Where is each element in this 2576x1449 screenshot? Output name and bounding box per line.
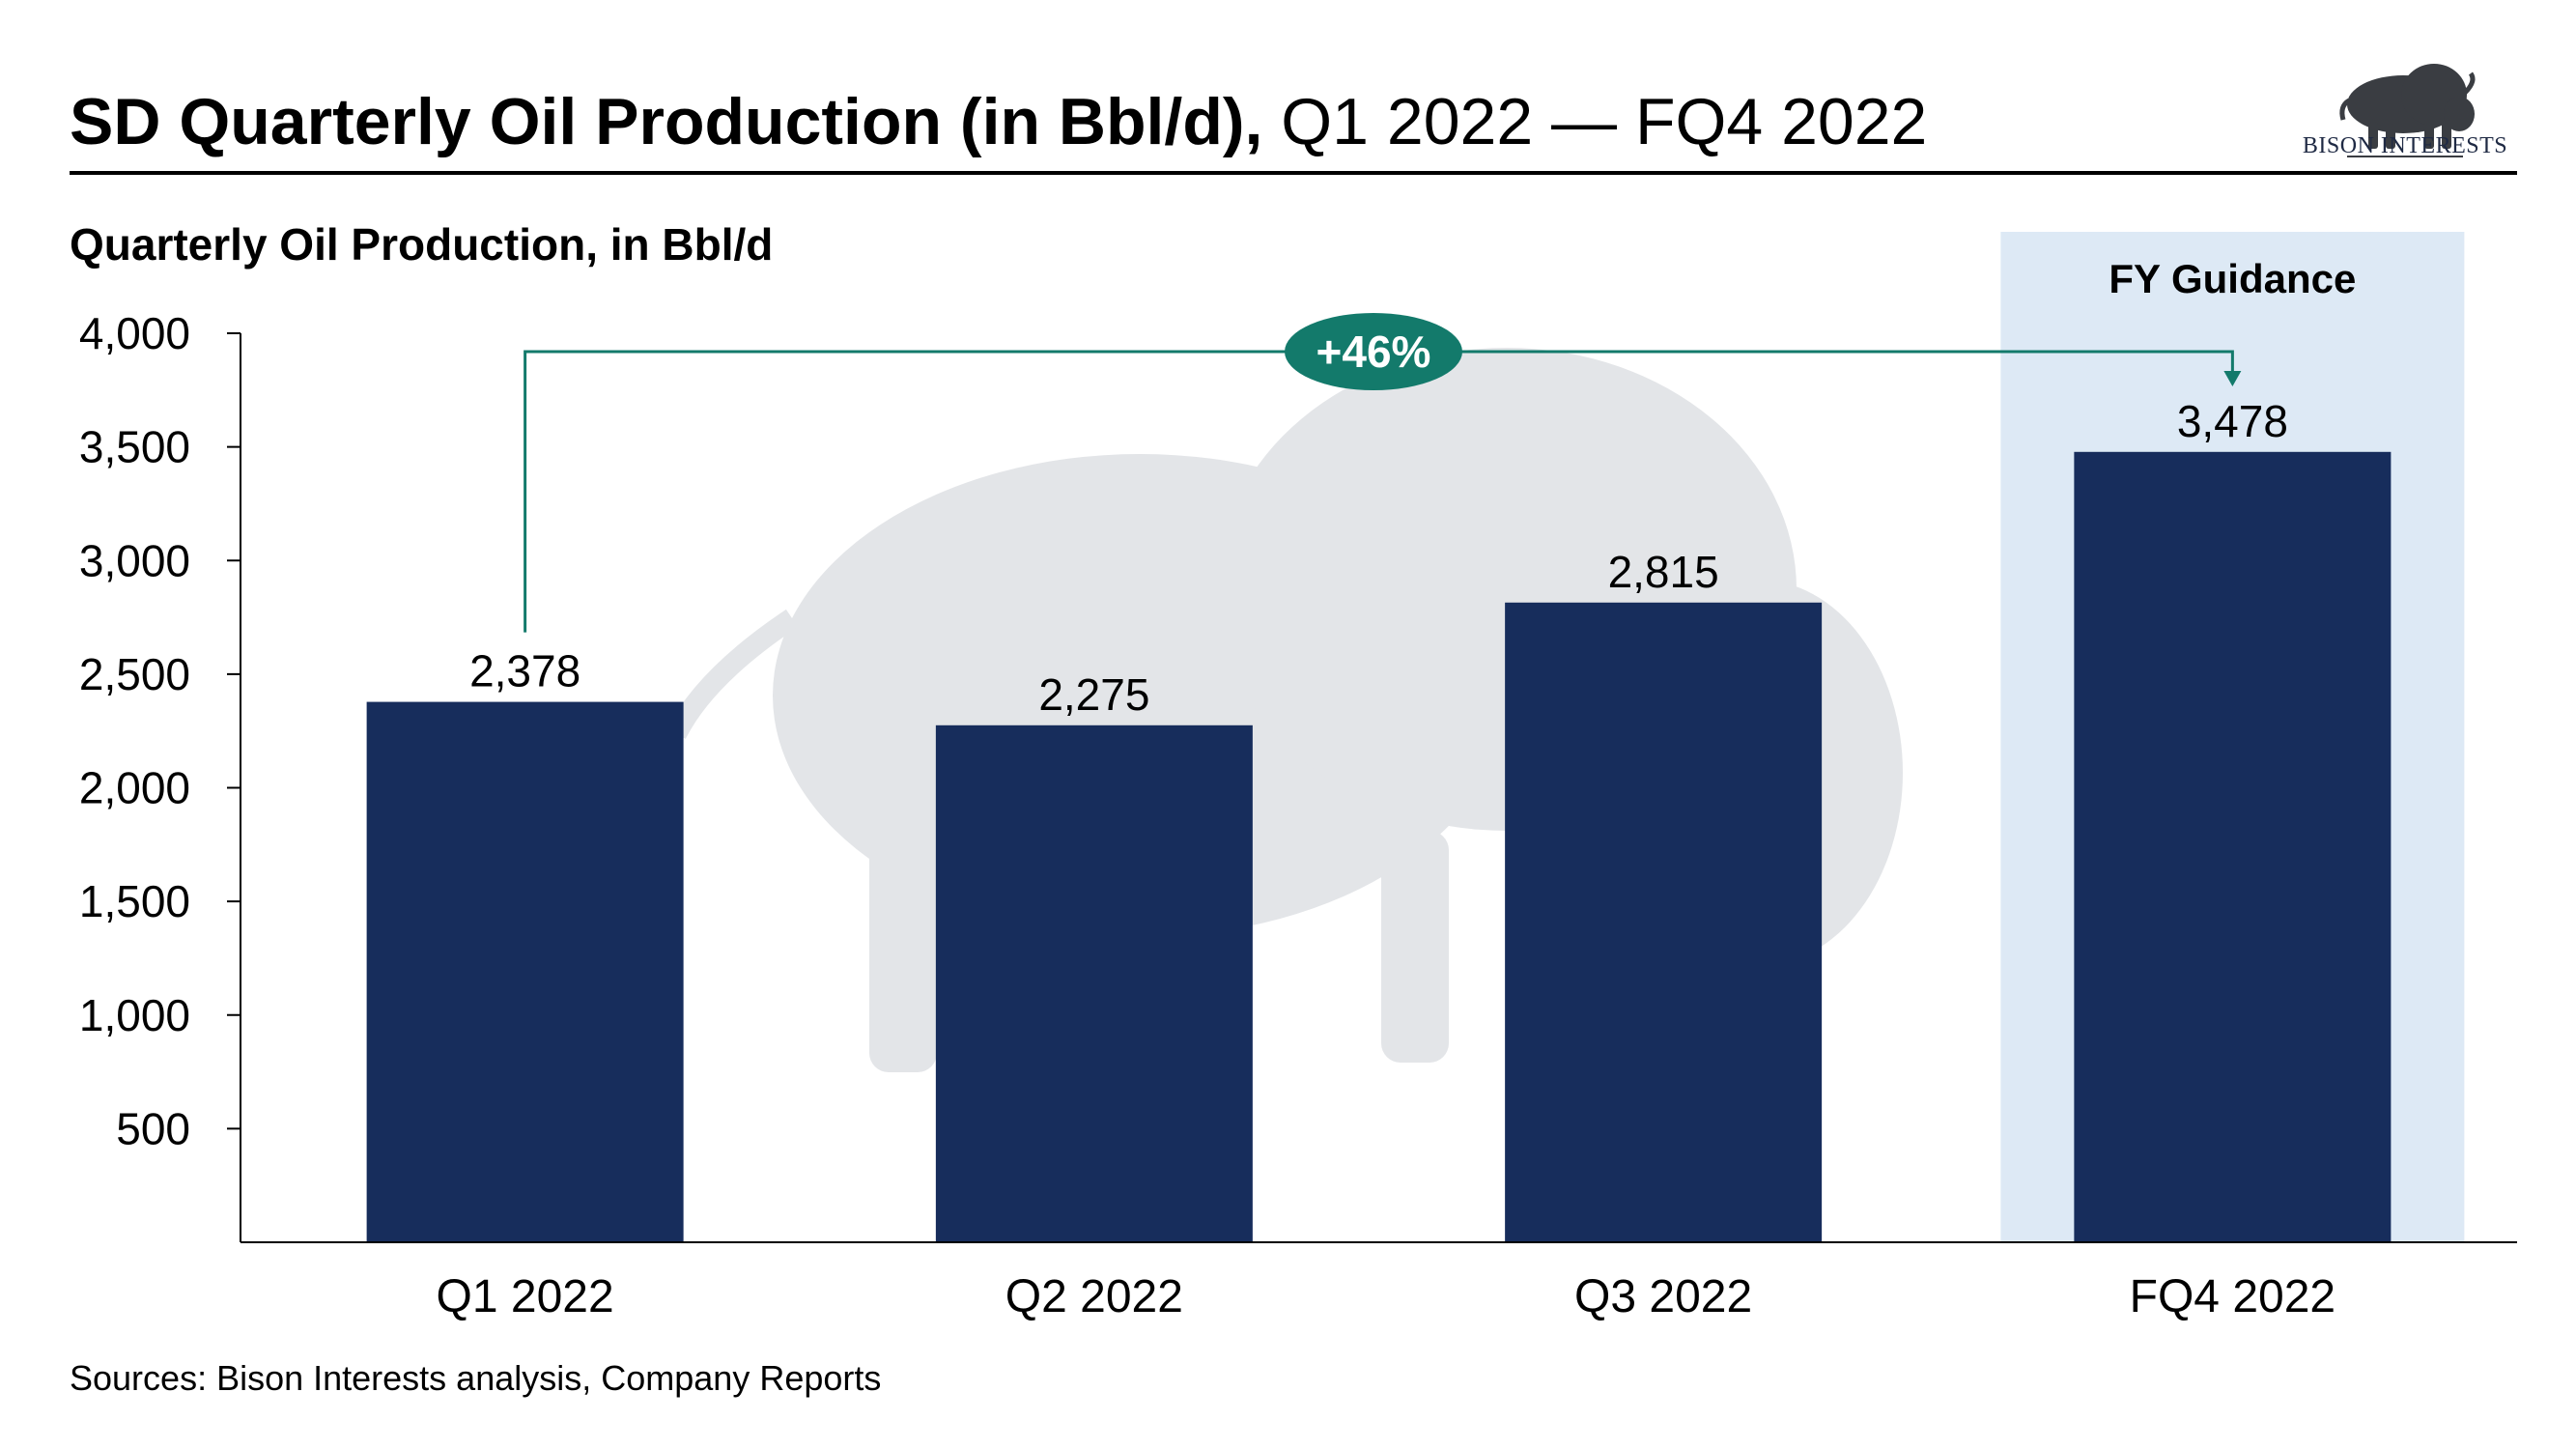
sources-note: Sources: Bison Interests analysis, Compa… xyxy=(70,1358,882,1398)
title-divider xyxy=(70,171,2517,175)
growth-badge-label: +46% xyxy=(1316,327,1431,377)
logo-text: BISON INTERESTS xyxy=(2302,133,2508,158)
data-label: 3,478 xyxy=(2177,396,2288,446)
y-tick-label: 500 xyxy=(116,1103,190,1153)
y-tick-label: 4,000 xyxy=(79,308,190,358)
page-title-bold: SD Quarterly Oil Production (in Bbl/d), xyxy=(70,85,1263,158)
x-tick-label: Q2 2022 xyxy=(1005,1271,1183,1322)
chart-title: Quarterly Oil Production, in Bbl/d xyxy=(70,219,774,270)
bar-fq4-2022 xyxy=(2074,451,2392,1242)
y-tick-label: 1,000 xyxy=(79,990,190,1040)
growth-badge xyxy=(1285,313,1462,390)
y-tick-label: 2,500 xyxy=(79,649,190,699)
page-title: SD Quarterly Oil Production (in Bbl/d), … xyxy=(70,89,1927,155)
x-tick-label: Q1 2022 xyxy=(437,1271,614,1322)
bar-q3-2022 xyxy=(1505,602,1823,1242)
growth-arrow-icon xyxy=(2223,371,2242,386)
x-tick-label: FQ4 2022 xyxy=(2130,1271,2335,1322)
data-label: 2,815 xyxy=(1608,547,1719,597)
bison-icon xyxy=(2339,64,2476,157)
x-tick-label: Q3 2022 xyxy=(1574,1271,1752,1322)
page-title-period: Q1 2022 — FQ4 2022 xyxy=(1262,85,1928,158)
guidance-label: FY Guidance xyxy=(2109,256,2356,301)
y-tick-label: 3,000 xyxy=(79,535,190,585)
data-label: 2,275 xyxy=(1038,669,1149,720)
bar-q2-2022 xyxy=(935,724,1253,1242)
y-tick-label: 1,500 xyxy=(79,876,190,926)
bar-q1-2022 xyxy=(366,701,684,1242)
y-tick-label: 3,500 xyxy=(79,422,190,472)
data-label: 2,378 xyxy=(469,646,580,696)
y-tick-label: 2,000 xyxy=(79,763,190,813)
